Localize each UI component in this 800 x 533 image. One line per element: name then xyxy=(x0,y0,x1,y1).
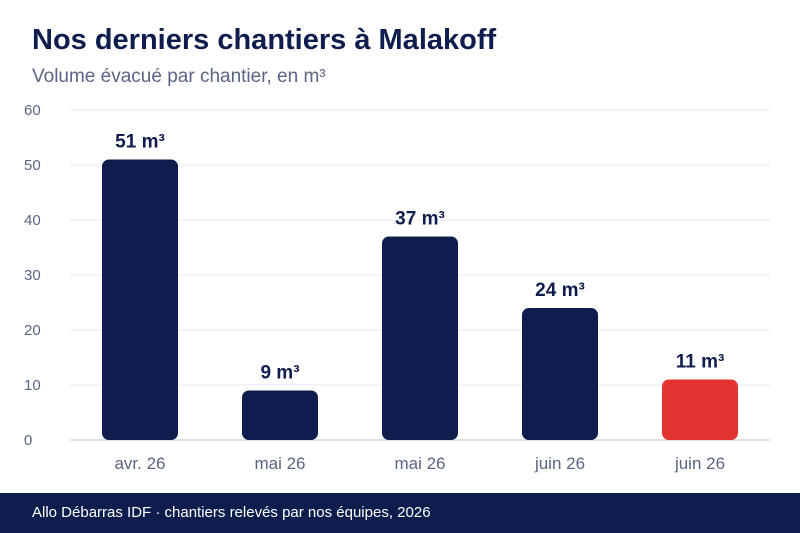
bar xyxy=(662,379,738,440)
x-tick-label: mai 26 xyxy=(254,454,305,473)
bar xyxy=(242,390,318,440)
bar-chart: 0 10 20 30 40 50 60 51 m³ avr. 26 9 m³ mai 26 37 m³… xyxy=(24,102,770,473)
footer-source: Allo Débarras IDF · chantiers relevés pa… xyxy=(32,504,431,521)
bar-value-label: 9 m³ xyxy=(260,363,299,384)
bar-value-label: 51 m³ xyxy=(115,132,165,153)
bar-value-label: 37 m³ xyxy=(395,209,445,230)
bar-value-label: 11 m³ xyxy=(676,352,725,373)
x-tick-label: juin 26 xyxy=(534,454,585,473)
chart-title: Nos derniers chantiers à Malakoff xyxy=(32,24,497,56)
x-tick-label: avr. 26 xyxy=(114,454,165,473)
chart-subtitle: Volume évacué par chantier, en m³ xyxy=(32,66,326,87)
y-tick-label: 10 xyxy=(24,377,41,394)
footer-bar: Allo Débarras IDF · chantiers relevés pa… xyxy=(0,493,800,533)
bar xyxy=(382,236,458,440)
bar-value-label: 24 m³ xyxy=(535,280,585,301)
y-tick-label: 60 xyxy=(24,102,41,119)
y-tick-label: 0 xyxy=(24,432,32,449)
y-tick-label: 20 xyxy=(24,322,41,339)
bar xyxy=(522,308,598,440)
x-tick-label: juin 26 xyxy=(674,454,725,473)
y-tick-label: 50 xyxy=(24,157,41,174)
y-tick-label: 30 xyxy=(24,267,41,284)
bar xyxy=(102,159,178,440)
x-tick-label: mai 26 xyxy=(394,454,445,473)
y-tick-label: 40 xyxy=(24,212,41,229)
